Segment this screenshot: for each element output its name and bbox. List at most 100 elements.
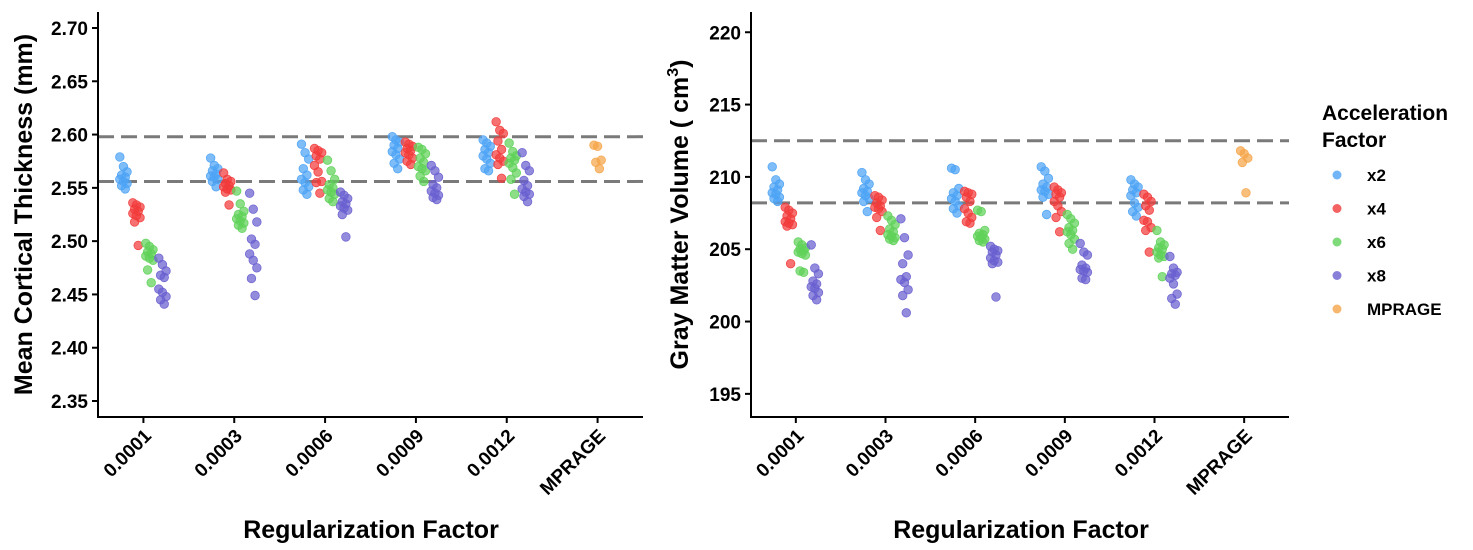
data-point-x2	[952, 208, 962, 218]
y-tick-label: 2.50	[51, 232, 88, 253]
y-tick-label: 220	[709, 23, 741, 44]
y-axis-title-text: Mean Cortical Thickness (mm)	[10, 34, 38, 395]
data-point-x8	[433, 172, 444, 182]
data-point-x8	[244, 188, 255, 198]
data-point-x2	[772, 196, 783, 207]
y-tick-label: 215	[709, 96, 741, 117]
data-point-x4	[496, 173, 507, 183]
data-point-x6	[1067, 244, 1078, 254]
data-point-x8	[252, 217, 262, 227]
x-tick-label: 0.0001	[100, 425, 156, 481]
data-point-x8	[341, 232, 351, 242]
y-axis-title-superscript: 3	[665, 68, 682, 77]
data-point-x8	[159, 299, 169, 309]
x-tick-label: 0.0009	[373, 426, 429, 482]
y-axis-title: Gray Matter Volume ( cm3)	[665, 60, 694, 370]
data-point-x4	[491, 117, 501, 127]
data-point-x2	[302, 189, 312, 199]
data-point-x6	[800, 250, 811, 260]
data-point-x6	[798, 267, 809, 278]
legend-label: x8	[1367, 267, 1386, 286]
data-point-x8	[337, 209, 347, 220]
legend-title-line2: Factor	[1322, 129, 1386, 152]
legend-marker	[1332, 271, 1342, 280]
data-point-x4	[872, 212, 882, 223]
data-point-x8	[1082, 250, 1093, 260]
y-tick-label: 2.70	[51, 19, 88, 40]
data-point-x8	[252, 263, 262, 273]
legend-marker	[1332, 304, 1342, 314]
data-point-x6	[322, 155, 333, 165]
data-point-x8	[522, 197, 533, 207]
legend-item-x6: x6	[1332, 233, 1386, 252]
legend-label: x2	[1367, 166, 1386, 185]
data-point-x8	[811, 295, 822, 305]
x-tick-label: MPRAGE	[1183, 426, 1257, 500]
legend-label: x4	[1367, 200, 1386, 219]
data-point-x6	[978, 237, 988, 247]
data-point-x4	[1144, 205, 1155, 215]
data-point-x2	[393, 163, 403, 174]
y-axis-title: Mean Cortical Thickness (mm)	[10, 34, 38, 395]
data-point-x6	[235, 199, 245, 209]
data-point-mprage	[592, 141, 603, 151]
x-axis-title: Regularization Factor	[893, 516, 1149, 544]
y-tick-label: 2.60	[51, 126, 88, 147]
data-point-x8	[1075, 238, 1085, 249]
legend-marker	[1332, 170, 1342, 180]
data-point-x6	[511, 168, 522, 178]
data-point-mprage	[1237, 157, 1248, 168]
data-point-x2	[1131, 211, 1142, 221]
data-point-x8	[896, 214, 906, 224]
data-point-x4	[1140, 225, 1151, 236]
right-chart-panel: 195 200 205 210 215 220 0.0001 0.0003 0.0006 0.00…	[665, 12, 1289, 544]
y-tick-label: 2.55	[51, 179, 88, 200]
y-axis-title-suffix: )	[666, 60, 694, 68]
data-point-x6	[504, 138, 514, 148]
data-point-x6	[1152, 225, 1162, 236]
data-point-x8	[250, 239, 260, 250]
data-point-x2	[120, 184, 130, 194]
data-point-x2	[862, 206, 873, 217]
data-point-x6	[509, 189, 520, 199]
data-point-x4	[129, 217, 140, 227]
data-point-x8	[991, 292, 1001, 302]
data-point-x4	[782, 221, 792, 231]
data-point-x4	[875, 225, 886, 236]
x-tick-label: 0.0003	[191, 426, 247, 482]
y-tick-label: 210	[709, 168, 741, 189]
data-point-x4	[1051, 212, 1061, 223]
data-point-x8	[901, 308, 912, 318]
data-point-mprage	[1241, 188, 1251, 198]
y-axis-title-text: Gray Matter Volume ( cm	[666, 77, 694, 370]
data-point-x8	[899, 232, 910, 243]
data-point-x6	[231, 186, 242, 196]
data-point-x8	[1165, 251, 1175, 262]
data-point-x4	[493, 136, 503, 146]
data-point-x8	[248, 204, 258, 214]
data-point-x8	[432, 194, 442, 205]
x-tick-label: 0.0012	[463, 426, 519, 482]
x-tick-label: MPRAGE	[536, 426, 610, 500]
data-point-x8	[903, 250, 913, 260]
x-tick-label: 0.0006	[282, 426, 338, 482]
legend: Acceleration Factor x2 x4 x6 x8 MPRAGE	[1322, 102, 1448, 319]
legend-label: MPRAGE	[1367, 300, 1442, 319]
x-tick-label: 0.0006	[932, 426, 988, 482]
legend-label: x6	[1367, 233, 1386, 252]
data-point-x4	[313, 167, 323, 177]
data-point-x6	[146, 278, 156, 288]
data-point-x4	[785, 258, 796, 269]
data-point-x8	[806, 240, 816, 250]
legend-item-mprage: MPRAGE	[1332, 300, 1442, 319]
data-point-x8	[159, 272, 169, 283]
data-point-x4	[498, 128, 509, 139]
data-point-x2	[483, 166, 494, 176]
left-chart-panel: 2.35 2.40 2.45 2.50 2.55 2.60 2.65 2.70 0.0001 0.…	[10, 12, 643, 544]
data-point-x8	[898, 258, 908, 269]
data-point-x8	[250, 290, 260, 301]
legend-item-x8: x8	[1332, 267, 1386, 286]
y-tick-label: 2.45	[51, 285, 88, 306]
y-tick-label: 2.65	[51, 72, 88, 93]
